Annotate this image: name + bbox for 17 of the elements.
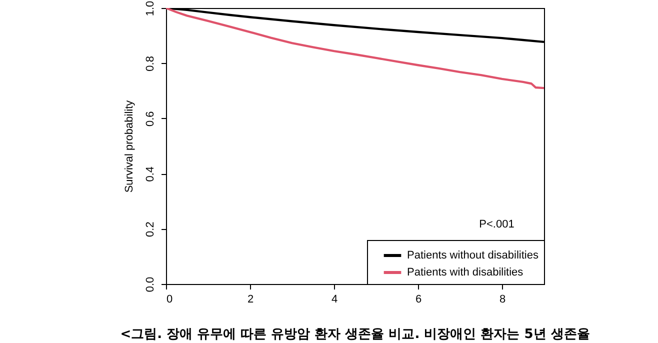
x-tick-label: 8 [499,294,506,306]
y-tick-label: 0.4 [144,166,156,182]
y-tick-label: 1.0 [144,0,156,16]
x-tick-label: 0 [166,294,173,306]
annotation: P<.001 [479,218,514,231]
y-axis-title: Survival probability [124,100,136,193]
x-tick-label: 2 [247,294,254,306]
line-series [166,8,544,90]
y-tick-label: 0.0 [144,276,156,292]
x-tick-label: 6 [415,294,422,306]
y-tick-label: 0.2 [144,222,156,237]
x-tick-label: 4 [331,294,338,306]
legend-label: Patients without disabilities [407,250,539,262]
legend-label: Patients with disabilities [407,266,524,278]
y-tick-label: 0.6 [144,111,156,127]
text: <그림. 장애 유무에 따른 유방암 환자 생존율 비교. 비장애인 환자는 5년 생존율 [120,327,590,342]
y-tick-label: 0.8 [144,56,156,72]
